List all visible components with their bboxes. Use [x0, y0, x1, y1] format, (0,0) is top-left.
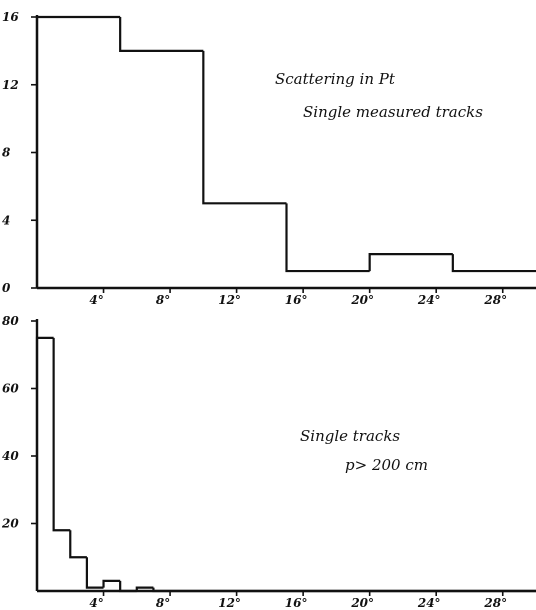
top-histogram-bin: [35, 15, 121, 288]
top-y-tick-label: 8: [2, 146, 11, 160]
bottom-annotation-2: p> 200 cm: [345, 456, 428, 474]
top-histogram-bin: [368, 253, 453, 272]
top-x-tick-label: 16°: [285, 293, 308, 307]
top-y-tick-label: 0: [2, 281, 11, 295]
bottom-histogram-bin: [135, 586, 154, 591]
top-y-tick-label: 12: [2, 78, 19, 92]
bottom-x-tick-label: 20°: [350, 596, 374, 610]
top-x-tick-label: 28°: [483, 293, 507, 307]
bottom-histogram-bin: [102, 579, 121, 588]
top-y-tick-label: 4: [2, 213, 10, 227]
bottom-y-tick-label: 60: [2, 382, 19, 396]
top-x-tick-label: 8°: [156, 293, 170, 307]
bottom-x-tick-label: 12°: [218, 596, 241, 610]
bottom-histogram-bin: [69, 530, 87, 559]
bottom-histogram-bin: [52, 337, 71, 532]
top-x-tick-label: 20°: [350, 293, 374, 307]
top-annotation-1: Scattering in Pt: [275, 70, 396, 88]
top-x-tick-label: 12°: [218, 293, 241, 307]
bottom-annotation-1: Single tracks: [300, 427, 400, 445]
bottom-y-tick-label: 20: [1, 517, 19, 531]
top-histogram-bin: [285, 203, 370, 273]
bottom-y-tick-label: 80: [2, 314, 19, 328]
bottom-x-tick-label: 8°: [156, 596, 170, 610]
bottom-histogram-bin: [152, 587, 536, 593]
bottom-y-tick-label: 40: [2, 449, 19, 463]
bottom-x-tick-label: 24°: [417, 596, 441, 610]
bottom-x-tick-label: 4°: [89, 596, 103, 610]
top-y-tick-label: 16: [2, 10, 19, 24]
top-histogram-bin: [119, 17, 204, 52]
bottom-histogram-bin: [35, 336, 54, 591]
bottom-x-tick-label: 16°: [285, 596, 308, 610]
top-histogram: Scattering in Pt Single measured tracks …: [2, 10, 536, 307]
top-annotation-2: Single measured tracks: [303, 103, 483, 121]
top-histogram-bin: [451, 254, 536, 273]
top-x-tick-label: 4°: [89, 293, 103, 307]
top-histogram-bin: [202, 50, 287, 205]
top-x-tick-label: 24°: [417, 293, 441, 307]
bottom-x-tick-label: 28°: [483, 596, 507, 610]
bottom-histogram: Single tracks p> 200 cm 4° 8° 12° 16° 20° 24°…: [1, 314, 536, 610]
bottom-histogram-bin: [119, 580, 137, 593]
bottom-histogram-bin: [85, 557, 104, 589]
